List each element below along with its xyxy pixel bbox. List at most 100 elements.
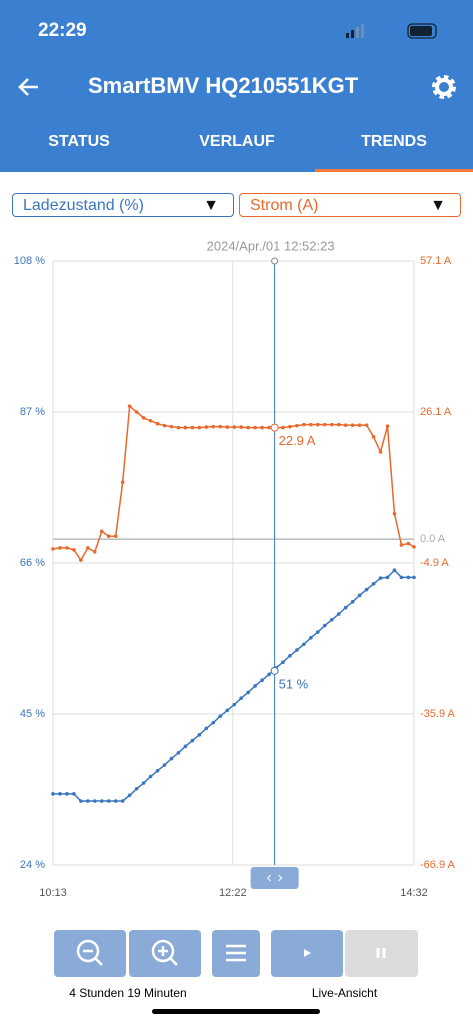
data-point [58,546,62,550]
data-point [93,799,97,803]
data-point [343,423,348,427]
data-point [302,422,306,427]
zoom-label: 4 Stunden 19 Minuten [69,986,187,1000]
data-point [385,575,390,580]
zoom-in-button[interactable] [129,930,201,977]
tab[interactable]: VERLAUF [199,133,275,150]
right-series-select[interactable]: Strom (A) ▼ [239,193,461,217]
data-point [253,684,257,688]
data-point [267,672,271,677]
data-point [399,575,404,580]
data-point [371,435,376,439]
data-point [260,678,264,683]
data-point [120,480,125,484]
y2-tick-label: 26.1 A [420,406,452,418]
tab[interactable]: STATUS [48,133,110,150]
dropdown-arrow: ▼ [430,197,446,214]
data-point [350,600,355,604]
tab[interactable]: TRENDS [361,133,427,150]
data-point [113,799,118,803]
data-point [225,708,230,713]
data-point [127,793,132,798]
pause-button[interactable] [345,930,418,977]
data-point [176,751,181,755]
left-series-select[interactable]: Ladezustand (%) ▼ [12,193,234,217]
data-point [350,423,355,427]
data-point [329,618,334,622]
data-point [357,593,362,598]
back-button[interactable] [16,74,42,100]
data-point [288,424,292,429]
data-point [204,726,209,731]
data-point [399,543,404,547]
x-tick-label: 14:32 [400,887,428,899]
cursor-handle [250,867,299,889]
data-point [58,792,62,796]
data-point [162,763,167,767]
play-button[interactable] [271,930,343,977]
data-point [371,582,376,586]
x-tick-label: 10:13 [39,887,67,899]
data-point [113,534,118,539]
data-point [295,423,299,428]
y-tick-label: 87 % [20,406,45,418]
data-point [211,424,216,429]
data-point [120,799,125,803]
data-point [197,425,202,430]
data-point [51,547,55,551]
data-point [211,720,216,725]
data-point [190,425,195,430]
data-point [378,576,383,580]
data-point [79,799,83,803]
data-point [176,425,181,430]
data-point [260,425,264,430]
data-point [412,575,416,580]
data-point [232,425,236,429]
zoom-out-button[interactable] [54,930,126,977]
y2-tick-label: -4.9 A [420,557,449,569]
data-point [169,756,174,761]
data-point [385,424,390,428]
data-point [65,792,69,796]
data-point [155,769,160,773]
data-point [281,660,285,665]
data-point [218,714,223,718]
cursor-value: 22.9 A [279,433,316,448]
data-point [302,642,306,647]
icon [76,939,103,966]
data-point [86,546,90,550]
cursor-point [270,666,279,675]
cursor-time: 2024/Apr./01 12:52:23 [207,238,335,253]
data-point [183,744,188,749]
data-point [343,605,348,610]
select-label: Strom (A) [250,197,319,214]
data-point [378,450,383,454]
tab-indicator [315,169,473,172]
data-point [322,623,327,628]
menu-button[interactable] [212,930,260,977]
data-point [329,422,334,427]
live-label: Live-Ansicht [311,986,378,1000]
data-point [183,425,188,430]
data-point [246,425,250,430]
settings-button[interactable] [430,73,458,101]
data-point [357,423,362,427]
data-point [392,568,397,572]
data-point [364,423,369,427]
app-bar: 22:29 SmartBMV HQ210551KGT STATUS VERLAU… [0,0,473,172]
icon [376,948,386,958]
data-point [253,425,257,430]
data-point [148,774,153,779]
data-point [392,512,397,516]
zero-label: 0.0 A [420,533,446,545]
data-point [295,648,299,652]
data-point [127,404,132,408]
y-tick-label: 24 % [20,859,45,871]
data-point [86,799,90,803]
data-point [72,792,76,796]
icon [304,949,311,957]
data-point [316,422,320,427]
data-point [309,635,313,640]
data-point [204,425,209,429]
data-point [322,422,327,427]
